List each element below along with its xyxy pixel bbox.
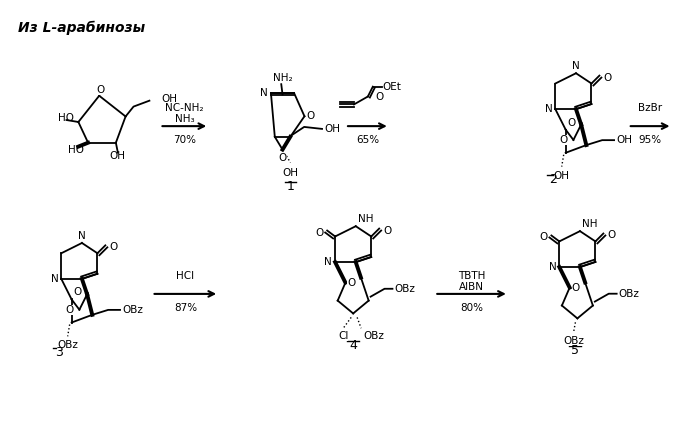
Text: AIBN: AIBN (459, 282, 484, 292)
Text: OH: OH (283, 168, 298, 178)
Text: O: O (279, 153, 287, 162)
Text: 3: 3 (55, 346, 63, 359)
Text: OBz: OBz (57, 340, 78, 350)
Text: 2: 2 (549, 173, 557, 186)
Text: O: O (568, 118, 576, 128)
Text: 95%: 95% (638, 135, 661, 145)
Text: NH₃: NH₃ (174, 114, 194, 124)
Text: OEt: OEt (383, 82, 402, 92)
Text: O: O (376, 91, 384, 102)
Text: NH: NH (358, 214, 373, 224)
Text: OBz: OBz (563, 336, 584, 346)
Text: OH: OH (161, 94, 177, 104)
Text: 65%: 65% (356, 135, 379, 145)
Text: O: O (74, 288, 82, 297)
Text: O: O (315, 228, 323, 238)
Text: O: O (572, 283, 580, 293)
Text: N: N (572, 61, 580, 71)
Text: HCl: HCl (176, 271, 195, 281)
Text: O: O (559, 135, 568, 145)
Text: O: O (347, 277, 356, 288)
Text: HO: HO (68, 145, 84, 155)
Text: O: O (608, 231, 615, 241)
Text: NH: NH (582, 219, 597, 229)
Text: N: N (260, 88, 268, 98)
Text: TBTH: TBTH (458, 271, 485, 281)
Text: OBz: OBz (394, 284, 415, 294)
Text: Из L-арабинозы: Из L-арабинозы (18, 21, 145, 35)
Text: N: N (78, 231, 86, 241)
Text: 5: 5 (570, 344, 579, 357)
Text: N: N (324, 257, 332, 267)
Text: OH: OH (324, 124, 340, 134)
Text: 1: 1 (286, 181, 295, 193)
Text: O: O (383, 225, 391, 236)
Text: O: O (539, 233, 547, 242)
Text: NH₂: NH₂ (273, 73, 293, 83)
Text: O: O (307, 111, 315, 121)
Text: OBz: OBz (619, 289, 640, 299)
Text: OH: OH (616, 135, 632, 145)
Text: O: O (96, 85, 104, 95)
Text: OBz: OBz (363, 331, 384, 341)
Text: 80%: 80% (460, 303, 483, 313)
Text: O: O (109, 242, 118, 253)
Text: O: O (65, 305, 74, 315)
Text: OBz: OBz (122, 305, 143, 315)
Text: N: N (50, 274, 58, 284)
Text: N: N (545, 104, 552, 114)
Text: 70%: 70% (173, 135, 196, 145)
Text: Cl: Cl (338, 331, 349, 341)
Text: HO: HO (58, 113, 74, 123)
Text: NC-NH₂: NC-NH₂ (165, 103, 204, 113)
Text: 87%: 87% (174, 303, 197, 313)
Text: OH: OH (554, 170, 570, 181)
Text: 4: 4 (349, 339, 357, 352)
Text: O: O (603, 73, 612, 82)
Text: OH: OH (110, 151, 126, 161)
Text: BzBr: BzBr (638, 103, 662, 113)
Text: N: N (549, 262, 557, 272)
